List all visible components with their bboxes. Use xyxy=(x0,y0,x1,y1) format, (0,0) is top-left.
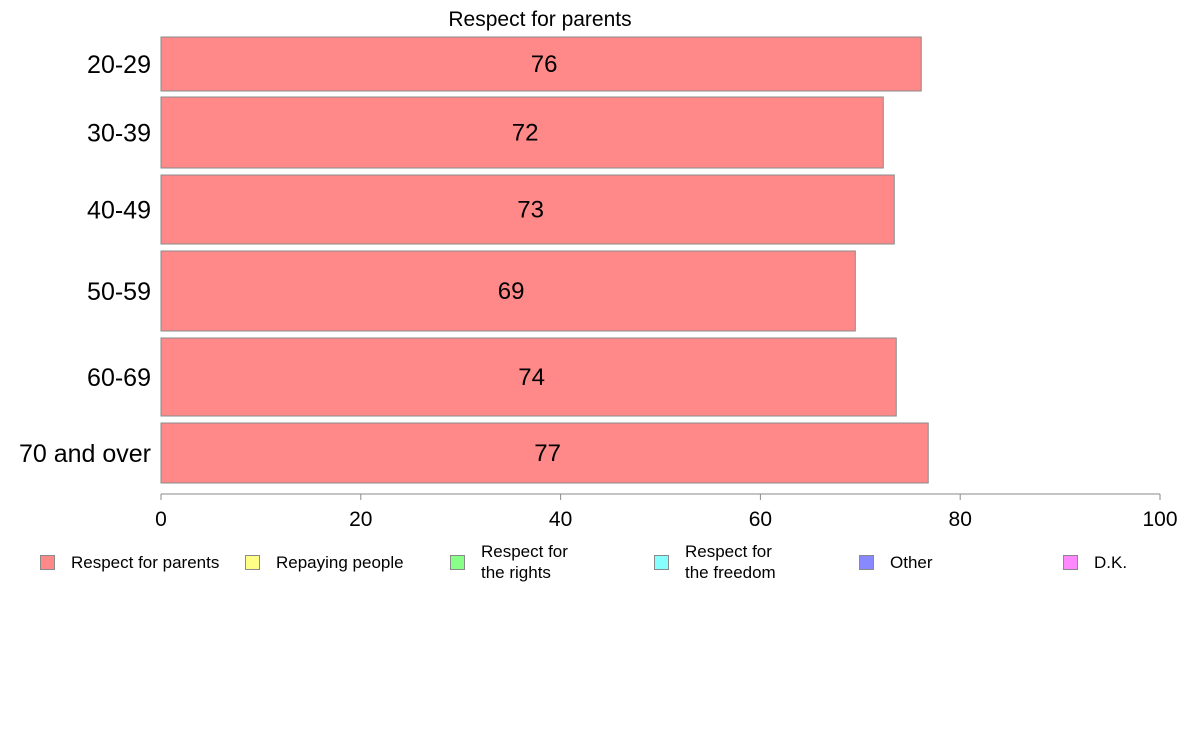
chart-title: Respect for parents xyxy=(448,8,631,31)
bar-value-label: 77 xyxy=(534,440,561,467)
legend-item-repaying-people: Repaying people xyxy=(245,552,404,573)
legend-item-respect-for-the-freedom: Respect for the freedom xyxy=(654,541,776,583)
bar-value-label: 69 xyxy=(498,278,525,305)
legend-swatch xyxy=(40,555,55,570)
legend-item-respect-for-parents: Respect for parents xyxy=(40,552,219,573)
bar-value-label: 72 xyxy=(512,120,539,147)
bar-50-59 xyxy=(160,250,856,332)
category-label: 60-69 xyxy=(87,364,151,392)
legend-item-dk: D.K. xyxy=(1063,552,1127,573)
category-label: 20-29 xyxy=(87,51,151,79)
bar-30-39 xyxy=(160,96,884,169)
bar-20-29 xyxy=(160,36,922,92)
x-tick-label: 0 xyxy=(155,508,167,531)
legend-swatch xyxy=(1063,555,1078,570)
legend-label: Respect for the freedom xyxy=(685,542,776,582)
x-tick-label: 40 xyxy=(549,508,572,531)
x-tick-label: 100 xyxy=(1142,508,1177,531)
legend-swatch xyxy=(450,554,465,570)
x-tick-label: 60 xyxy=(749,508,772,531)
bar-value-label: 76 xyxy=(531,51,558,78)
chart-legend: Respect for parents Repaying people Resp… xyxy=(0,540,1188,590)
legend-swatch xyxy=(859,555,874,570)
legend-label: Repaying people xyxy=(276,553,404,572)
legend-label: Other xyxy=(890,553,933,572)
bar-40-49 xyxy=(160,174,895,245)
bar-60-69 xyxy=(160,337,897,417)
bar-value-label: 74 xyxy=(518,364,545,391)
category-label: 30-39 xyxy=(87,120,151,148)
legend-label: Respect for parents xyxy=(71,553,220,572)
legend-swatch xyxy=(245,555,260,570)
x-tick-label: 80 xyxy=(949,508,972,531)
legend-item-respect-for-the-rights: Respect for the rights xyxy=(450,541,568,583)
legend-label: Respect for the rights xyxy=(481,542,568,582)
legend-label: D.K. xyxy=(1094,553,1128,572)
category-label: 40-49 xyxy=(87,197,151,225)
bar-70-and-over xyxy=(160,422,929,484)
x-tick-label: 20 xyxy=(349,508,372,531)
legend-item-other: Other xyxy=(859,552,933,573)
bar-value-label: 73 xyxy=(517,197,544,224)
category-label: 70 and over xyxy=(19,440,151,468)
category-label: 50-59 xyxy=(87,278,151,306)
legend-swatch xyxy=(654,554,669,570)
bar-chart: Respect for parents 76 20-29 72 30-39 73 40-4… xyxy=(19,8,1178,531)
